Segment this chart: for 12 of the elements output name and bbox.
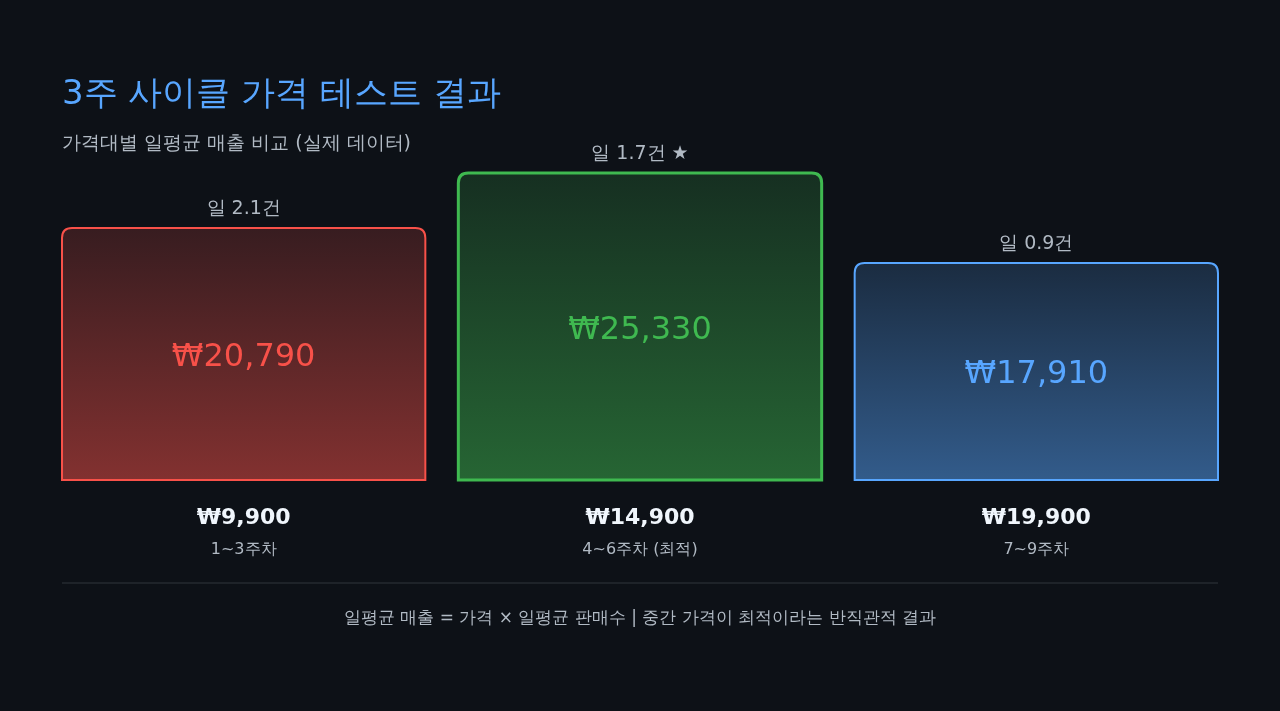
data-label: ₩25,330	[568, 308, 712, 347]
x-tick-label: ₩14,900 4~6주차 (최적)	[582, 504, 698, 558]
x-tick-label: ₩9,900 1~3주차	[196, 504, 291, 558]
data-label: ₩17,910	[964, 353, 1109, 392]
annotation: 일 0.9건	[999, 230, 1074, 253]
text: 일평균 매출 = 가격 × 일평균 판매수 | 중간 가격이 최적이라는 반직관적 결과	[343, 607, 937, 627]
x-tick-label: ₩19,900 7~9주차	[981, 504, 1091, 558]
data-label: ₩20,790	[171, 336, 316, 375]
chart-title: 3주 사이클 가격 테스트 결과	[62, 72, 501, 112]
annotation: 일 1.7건 ★	[591, 141, 689, 163]
chart-subtitle: 가격대별 일평균 매출 비교 (실제 데이터)	[62, 131, 412, 153]
annotation: 일 2.1건	[206, 196, 281, 219]
